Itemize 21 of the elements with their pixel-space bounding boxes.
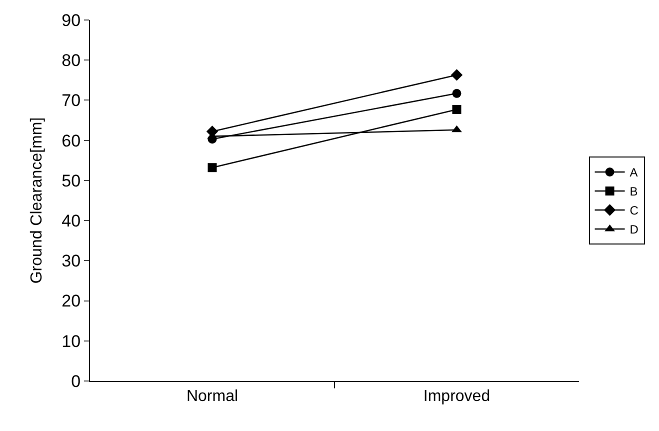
point	[452, 88, 462, 98]
y-tick-label: 40	[62, 212, 81, 231]
y-tick-label: 10	[62, 332, 81, 351]
y-axis-title: Ground Clearance[mm]	[28, 117, 46, 284]
legend-label: B	[630, 184, 638, 199]
y-tick-label: 70	[62, 91, 81, 110]
x-tick-label: Normal	[186, 388, 238, 406]
point	[450, 69, 463, 81]
y-tick-label: 80	[62, 51, 81, 70]
legend-label: C	[630, 204, 639, 218]
point	[208, 163, 217, 172]
legend-label: A	[630, 166, 638, 180]
y-tick-label: 20	[62, 292, 81, 311]
legend-label: D	[630, 222, 639, 237]
y-tick-label: 0	[71, 372, 81, 391]
y-tick-label: 60	[62, 131, 81, 150]
y-tick-label: 50	[62, 171, 81, 190]
x-tick-label: Improved	[423, 388, 490, 406]
point	[452, 104, 462, 114]
y-tick-label: 30	[62, 252, 81, 271]
y-tick-label: 90	[62, 10, 81, 30]
